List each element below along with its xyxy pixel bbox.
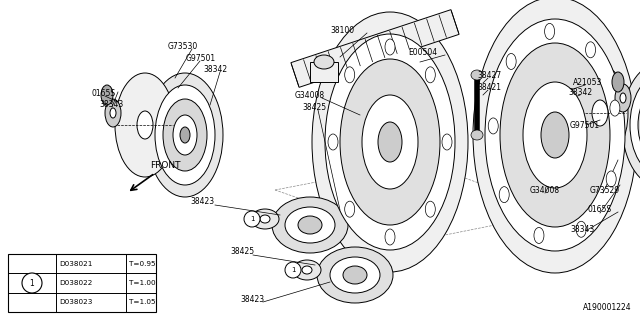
- Ellipse shape: [378, 122, 402, 162]
- Polygon shape: [291, 10, 459, 87]
- Ellipse shape: [523, 82, 587, 188]
- Ellipse shape: [163, 99, 207, 171]
- Ellipse shape: [293, 260, 321, 280]
- Ellipse shape: [488, 118, 498, 134]
- Ellipse shape: [630, 75, 640, 175]
- Ellipse shape: [105, 99, 121, 127]
- Text: 38342: 38342: [203, 65, 227, 74]
- Ellipse shape: [343, 266, 367, 284]
- Text: 38100: 38100: [330, 26, 354, 35]
- Ellipse shape: [115, 73, 175, 177]
- Text: 38423: 38423: [190, 197, 214, 206]
- Text: 38427: 38427: [477, 70, 501, 79]
- Text: 0165S: 0165S: [588, 205, 612, 214]
- Ellipse shape: [317, 247, 393, 303]
- Bar: [8, 254, 156, 312]
- Ellipse shape: [362, 95, 418, 189]
- Ellipse shape: [180, 127, 190, 143]
- Ellipse shape: [620, 93, 626, 103]
- Ellipse shape: [285, 207, 335, 243]
- Text: 1: 1: [250, 216, 254, 222]
- Text: 38343: 38343: [99, 100, 124, 108]
- Ellipse shape: [298, 216, 322, 234]
- Text: T=1.05: T=1.05: [129, 299, 156, 305]
- Ellipse shape: [506, 53, 516, 69]
- Ellipse shape: [572, 65, 628, 161]
- Text: T=0.95: T=0.95: [129, 261, 156, 267]
- Ellipse shape: [473, 0, 637, 273]
- Ellipse shape: [615, 84, 631, 112]
- Ellipse shape: [610, 100, 620, 116]
- Ellipse shape: [385, 229, 395, 245]
- Ellipse shape: [426, 201, 435, 217]
- Ellipse shape: [173, 115, 197, 155]
- Text: G73530: G73530: [168, 42, 198, 51]
- Ellipse shape: [314, 55, 334, 69]
- Ellipse shape: [471, 70, 483, 80]
- Text: D038023: D038023: [59, 299, 92, 305]
- Text: G73529: G73529: [590, 186, 620, 195]
- Ellipse shape: [541, 112, 569, 158]
- Ellipse shape: [576, 221, 586, 237]
- Bar: [310, 62, 338, 82]
- Ellipse shape: [606, 171, 616, 187]
- Text: 1: 1: [29, 278, 35, 287]
- Ellipse shape: [137, 111, 153, 139]
- Ellipse shape: [302, 266, 312, 274]
- Text: A21053: A21053: [573, 77, 602, 86]
- Ellipse shape: [260, 215, 270, 223]
- Ellipse shape: [534, 228, 544, 244]
- Text: 38425: 38425: [230, 247, 254, 257]
- Ellipse shape: [155, 85, 215, 185]
- Ellipse shape: [385, 39, 395, 55]
- Text: 38343: 38343: [570, 226, 595, 235]
- Ellipse shape: [592, 100, 608, 126]
- Ellipse shape: [340, 59, 440, 225]
- Circle shape: [244, 211, 260, 227]
- Text: G34008: G34008: [295, 91, 325, 100]
- Ellipse shape: [312, 12, 468, 272]
- Text: D038022: D038022: [59, 280, 92, 286]
- Text: A190001224: A190001224: [584, 303, 632, 312]
- Ellipse shape: [272, 197, 348, 253]
- Ellipse shape: [545, 23, 555, 39]
- Ellipse shape: [442, 134, 452, 150]
- Ellipse shape: [101, 85, 113, 105]
- Text: FRONT: FRONT: [150, 161, 180, 170]
- Ellipse shape: [147, 73, 223, 197]
- Ellipse shape: [622, 63, 640, 187]
- Ellipse shape: [345, 67, 355, 83]
- Text: D038021: D038021: [59, 261, 92, 267]
- Text: T=1.00: T=1.00: [129, 280, 156, 286]
- Text: 1: 1: [291, 267, 295, 273]
- Text: G97501: G97501: [186, 53, 216, 62]
- Ellipse shape: [251, 209, 279, 229]
- Ellipse shape: [426, 67, 435, 83]
- Text: 38423: 38423: [240, 295, 264, 305]
- Ellipse shape: [328, 134, 338, 150]
- Text: E00504: E00504: [408, 47, 437, 57]
- Ellipse shape: [499, 187, 509, 203]
- Ellipse shape: [500, 43, 610, 227]
- Ellipse shape: [638, 89, 640, 161]
- Text: G97501: G97501: [570, 121, 600, 130]
- Circle shape: [285, 262, 301, 278]
- Ellipse shape: [471, 130, 483, 140]
- Text: 38421: 38421: [477, 83, 501, 92]
- Ellipse shape: [612, 72, 624, 92]
- Text: 0165S: 0165S: [92, 89, 116, 98]
- Ellipse shape: [325, 34, 455, 250]
- Circle shape: [22, 273, 42, 293]
- Ellipse shape: [345, 201, 355, 217]
- Ellipse shape: [110, 108, 116, 118]
- Ellipse shape: [330, 257, 380, 293]
- Ellipse shape: [485, 19, 625, 251]
- Text: 38342: 38342: [568, 87, 592, 97]
- Ellipse shape: [586, 42, 596, 58]
- Text: 38425: 38425: [302, 102, 326, 111]
- Text: G34008: G34008: [530, 186, 560, 195]
